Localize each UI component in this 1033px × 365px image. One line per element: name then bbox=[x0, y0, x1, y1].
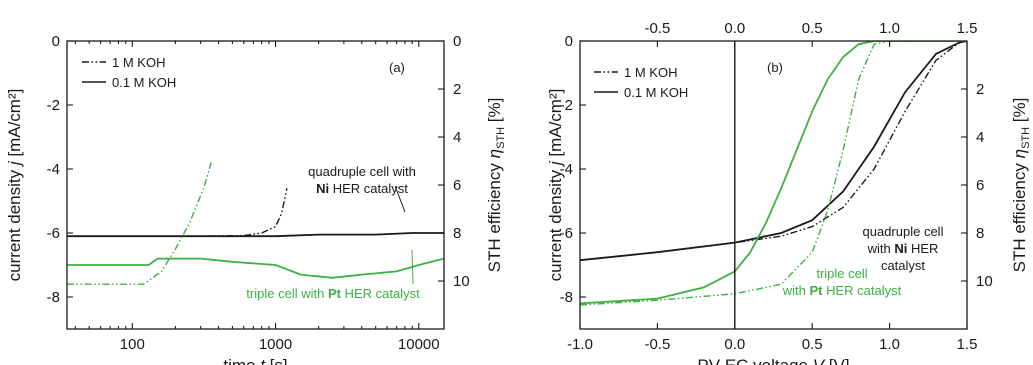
x-tick-label-a: 1000 bbox=[259, 336, 292, 353]
annotation-arrow bbox=[394, 185, 406, 213]
y2-tick-label-a: 0 bbox=[453, 33, 461, 50]
y-tick-label-a: -6 bbox=[47, 225, 60, 242]
series-line-b-2 bbox=[580, 41, 967, 305]
legend-entry-label: 0.1 M KOH bbox=[112, 75, 176, 90]
y-tick-label-b: -4 bbox=[560, 161, 573, 178]
y-tick-label-a: -4 bbox=[47, 161, 60, 178]
x-axis-label-a: time t [s] bbox=[223, 356, 287, 365]
x-tick-label-b: 1.5 bbox=[957, 336, 978, 353]
y2-tick-label-a: 8 bbox=[453, 225, 461, 242]
y2-axis-label-b: STH efficiency ηSTH [%] bbox=[1010, 98, 1032, 273]
series-line-a-2 bbox=[67, 257, 444, 279]
y-tick-label-b: 0 bbox=[565, 33, 573, 50]
x-tick-label-b: -0.5 bbox=[644, 336, 670, 353]
x2-tick-label: 1.5 bbox=[957, 20, 978, 37]
y2-tick-label-b: 10 bbox=[976, 273, 993, 290]
x2-tick-label: 1.0 bbox=[879, 20, 900, 37]
legend-entry-label: 1 M KOH bbox=[112, 55, 165, 70]
x-axis-label-b: PV-EC voltage V [V] bbox=[697, 356, 849, 365]
x-tick-label-b: -1.0 bbox=[567, 336, 593, 353]
y2-tick-label-b: 2 bbox=[976, 81, 984, 98]
series-line-b-3 bbox=[580, 41, 967, 306]
panel-a: 100 1000 10000 0 -2 -4 -6 -8 0 2 4 6 8 10 time t [s] cu… bbox=[5, 33, 507, 365]
y2-tick-label-b: 8 bbox=[976, 225, 984, 242]
series-line-b-1 bbox=[580, 41, 967, 261]
y-tick-label-a: 0 bbox=[52, 33, 60, 50]
annotation-b-1: triple cell with Pt HER catalyst bbox=[782, 266, 902, 298]
y2-tick-label-b: 6 bbox=[976, 177, 984, 194]
y-tick-label-b: -2 bbox=[560, 97, 573, 114]
x-tick-label-a: 100 bbox=[120, 336, 145, 353]
y2-tick-label-a: 6 bbox=[453, 177, 461, 194]
y2-tick-label-b: 4 bbox=[976, 129, 984, 146]
legend-entry-label: 1 M KOH bbox=[624, 65, 677, 80]
annotation-a-0: quadruple cell with Ni HER catalyst bbox=[308, 164, 416, 196]
x-tick-label-b: 0.5 bbox=[802, 336, 823, 353]
x2-tick-label: 0.0 bbox=[724, 20, 745, 37]
y-tick-label-a: -8 bbox=[47, 289, 60, 306]
x-tick-label-a: 10000 bbox=[398, 336, 440, 353]
y2-axis-label-a: STH efficiency ηSTH [%] bbox=[485, 98, 507, 273]
y-tick-label-b: -6 bbox=[560, 225, 573, 242]
annotation-a-1: triple cell with Pt HER catalyst bbox=[246, 286, 420, 301]
x2-tick-label: 0.5 bbox=[802, 20, 823, 37]
x-tick-label-b: 1.0 bbox=[879, 336, 900, 353]
y-axis-label-b: current density j [mA/cm²] bbox=[546, 89, 565, 282]
annotation-arrow bbox=[411, 249, 414, 285]
series-line-a-1 bbox=[67, 188, 288, 237]
y2-tick-label-a: 2 bbox=[453, 81, 461, 98]
legend-a: 1 M KOH 0.1 M KOH bbox=[82, 55, 176, 90]
panel-b: -1.0 -0.5 0.0 0.5 1.0 1.5 -0.5 0.0 0.5 1.0 1.5 0 -2 -… bbox=[546, 20, 1032, 365]
legend-b: 1 M KOH 0.1 M KOH bbox=[594, 65, 688, 100]
panel-label-a: (a) bbox=[389, 60, 405, 75]
y-tick-label-b: -8 bbox=[560, 289, 573, 306]
y2-tick-label-a: 4 bbox=[453, 129, 461, 146]
y-tick-label-a: -2 bbox=[47, 97, 60, 114]
series-line-a-3 bbox=[67, 162, 212, 285]
y2-tick-label-a: 10 bbox=[453, 273, 470, 290]
x2-tick-label: -0.5 bbox=[644, 20, 670, 37]
legend-entry-label: 0.1 M KOH bbox=[624, 85, 688, 100]
y-axis-label-a: current density j [mA/cm²] bbox=[5, 89, 24, 282]
x-tick-label-b: 0.0 bbox=[724, 336, 745, 353]
panel-label-b: (b) bbox=[767, 60, 783, 75]
annotation-b-0: quadruple cell with Ni HER catalyst bbox=[863, 224, 944, 273]
